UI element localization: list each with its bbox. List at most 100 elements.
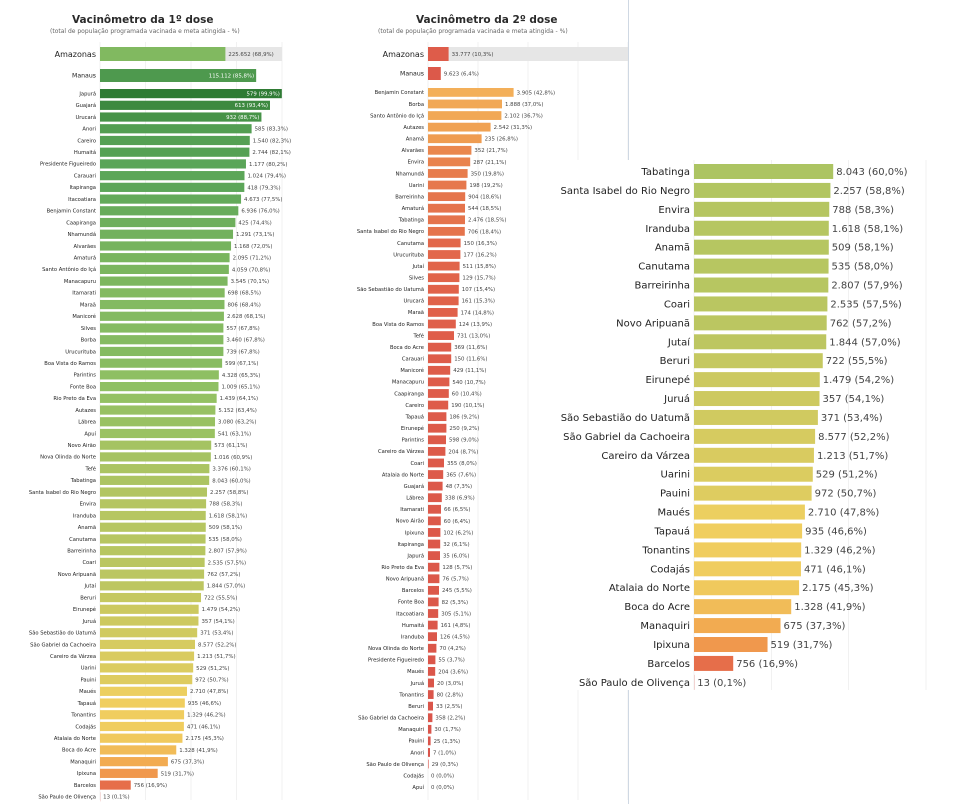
bar-row-silves: Silves 129 (15,7%) <box>409 273 496 283</box>
bar-row-rio-preto-da-eva: Rio Preto da Eva 1.439 (64,1%) <box>53 393 258 403</box>
bar-guajara <box>100 100 270 110</box>
bar-row-novo-airao: Novo Airão 573 (61,1%) <box>68 440 248 450</box>
bar-row-codajas: Codajás 471 (46,1%) <box>650 561 866 577</box>
bar-boca-do-acre <box>428 342 452 352</box>
category-label: Humaitá <box>74 149 96 156</box>
category-label: Beruri <box>408 704 424 710</box>
value-label: 529 (51,2%) <box>816 470 878 481</box>
value-label: 1.618 (58,1%) <box>209 513 247 519</box>
bar-row-caapiranga: Caapiranga 425 (74,4%) <box>66 217 272 228</box>
bar-row-pauini: Pauini 972 (50,7%) <box>80 675 229 685</box>
value-label: 585 (83,3%) <box>255 127 288 133</box>
value-label: 613 (93,4%) <box>235 103 268 109</box>
bar-row-manacapuru: Manacapuru 3.545 (70,1%) <box>64 276 269 286</box>
panel1-subtitle: (total de população programada vacinada … <box>50 28 240 35</box>
bar-row-sao-paulo-de-olivenca: São Paulo de Olivença 29 (0,3%) <box>366 759 458 769</box>
value-label: 1.328 (41,9%) <box>179 748 217 754</box>
bar-caapiranga <box>428 389 449 398</box>
value-label: 35 (6,0%) <box>443 553 469 559</box>
bar-row-itapiranga: Itapiranga 32 (6,1%) <box>397 539 470 549</box>
bar-itamarati <box>428 504 441 514</box>
value-label: 731 (13,0%) <box>457 333 490 339</box>
category-label: Envira <box>408 160 424 166</box>
bar-row-santo-antonio-do-ica: Santo Antônio do Içá 4.059 (70,8%) <box>42 264 270 274</box>
value-label: 115.112 (85,8%) <box>209 73 254 79</box>
bar-row-manicore: Manicoré 2.628 (68,1%) <box>72 311 265 321</box>
bar-amazonas <box>100 47 226 61</box>
value-label: 1.291 (73,1%) <box>236 232 274 238</box>
value-label: 20 (3,0%) <box>437 681 463 687</box>
category-label: Silves <box>409 276 424 282</box>
bar-row-canutama: Canutama 535 (58,0%) <box>638 258 893 274</box>
value-label: 756 (16,9%) <box>736 659 798 670</box>
category-label: Anori <box>82 127 96 133</box>
bar-row-fonte-boa: Fonte Boa 82 (5,3%) <box>398 597 468 607</box>
bar-row-urucurituba: Urucurituba 739 (67,8%) <box>65 346 260 357</box>
bar-row-parintins: Parintins 4.328 (65,3%) <box>74 370 260 380</box>
bar-row-barreirinha: Barreirinha 904 (18,6%) <box>395 192 502 202</box>
bar-manaus <box>428 67 441 80</box>
bar-boca-do-acre <box>100 745 177 755</box>
bar-row-tapaua: Tapauá 186 (9,2%) <box>405 412 479 422</box>
value-label: 60 (6,4%) <box>444 519 470 525</box>
bar-humaita <box>428 620 438 630</box>
bar-barreirinha <box>694 277 829 293</box>
bar-tapaua <box>100 698 185 708</box>
category-label: Boca do Acre <box>624 602 690 613</box>
bar-row-caapiranga: Caapiranga 60 (10,4%) <box>394 389 482 398</box>
bar-row-tabatinga: Tabatinga 8.043 (60,0%) <box>70 475 251 485</box>
bar-parintins <box>428 435 446 445</box>
value-label: 305 (5,1%) <box>441 611 471 617</box>
bar-row-codajas: Codajás 471 (46,1%) <box>75 721 220 732</box>
value-label: 204 (3,6%) <box>438 669 468 675</box>
value-label: 66 (6,5%) <box>444 507 470 513</box>
value-label: 350 (19,8%) <box>471 171 504 177</box>
bar-row-uarini: Uarini 529 (51,2%) <box>81 663 230 673</box>
category-label: Canutama <box>397 241 424 247</box>
bar-row-sao-paulo-de-olivenca: São Paulo de Olivença 13 (0,1%) <box>38 792 130 802</box>
bar-urucurituba <box>100 346 224 357</box>
category-label: Santo Antônio do Içá <box>42 266 96 273</box>
category-label: Atalaia do Norte <box>54 736 96 742</box>
dose1-bar-chart: Amazonas 225.652 (68,9%) Manaus 115.112 (85… <box>29 42 291 802</box>
bar-iranduba <box>100 510 206 521</box>
value-label: 80 (2,8%) <box>437 692 463 698</box>
value-label: 8.577 (52,2%) <box>198 642 236 648</box>
value-label: 1.016 (60,9%) <box>214 455 252 461</box>
category-label: Eirunepé <box>645 374 690 386</box>
bar-row-canutama: Canutama 150 (16,3%) <box>397 238 497 248</box>
category-label: Beruri <box>80 595 96 601</box>
value-label: 3.905 (42,8%) <box>517 90 555 96</box>
category-label: Juruá <box>82 618 96 625</box>
bar-maraa <box>100 299 225 310</box>
value-label: 29 (0,3%) <box>432 762 458 768</box>
value-label: 107 (15,4%) <box>462 287 495 293</box>
value-label: 177 (16,2%) <box>463 252 496 258</box>
bar-row-jurua: Juruá 357 (54,1%) <box>82 616 235 626</box>
value-label: 124 (13,9%) <box>459 322 492 328</box>
category-label: Maraã <box>80 302 96 308</box>
bar-anori <box>100 124 252 134</box>
value-label: 762 (57,2%) <box>830 318 892 329</box>
bar-row-silves: Silves 557 (67,8%) <box>81 323 260 333</box>
bar-row-sao-paulo-de-olivenca: São Paulo de Olivença 13 (0,1%) <box>579 674 746 690</box>
value-label: 352 (21,7%) <box>474 148 507 154</box>
bar-fonte-boa <box>100 382 219 392</box>
bar-row-itacoatiara: Itacoatiara 4.673 (77,5%) <box>68 194 283 204</box>
value-label: 48 (7,3%) <box>446 484 472 490</box>
bar-jurua <box>428 678 434 688</box>
bar-row-autazes: Autazes 5.152 (63,4%) <box>75 405 257 415</box>
value-label: 2.535 (57,5%) <box>208 560 246 566</box>
bar-row-anama: Anamã 235 (26,8%) <box>406 134 518 144</box>
bar-row-atalaia-do-norte: Atalaia do Norte 2.175 (45,3%) <box>609 580 874 596</box>
value-label: 355 (8,0%) <box>447 461 477 467</box>
category-label: Amazonas <box>55 50 96 59</box>
bar-barreirinha <box>100 546 206 556</box>
category-label: Boca do Acre <box>62 748 96 754</box>
category-label: Careiro da Várzea <box>601 450 690 462</box>
bar-novo-aripuana <box>694 315 827 331</box>
category-label: Jutaí <box>412 263 425 270</box>
value-label: 1.439 (64,1%) <box>220 396 258 402</box>
bar-row-nova-olinda-do-norte: Nova Olinda do Norte 1.016 (60,9%) <box>40 452 252 462</box>
bar-jurua <box>100 616 199 626</box>
